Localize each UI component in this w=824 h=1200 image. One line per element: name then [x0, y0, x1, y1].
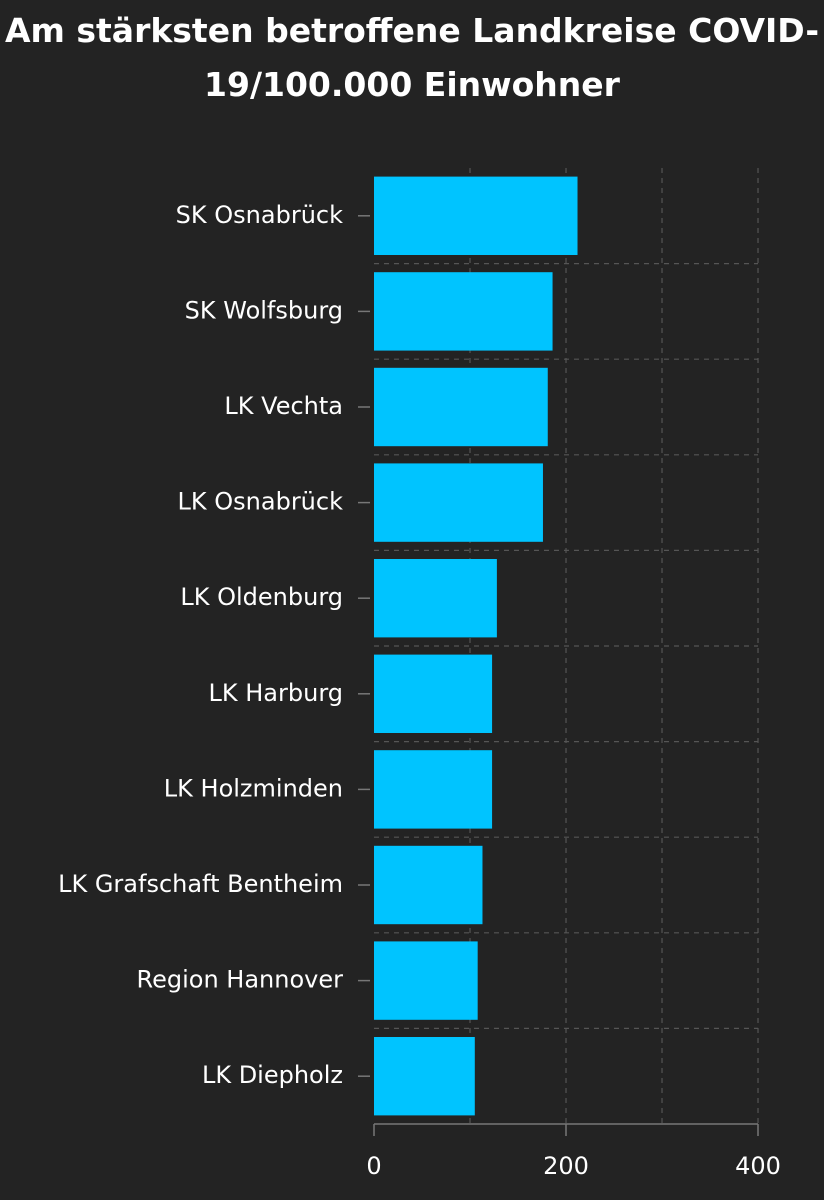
- bar: [374, 463, 543, 542]
- category-label: LK Grafschaft Bentheim: [58, 870, 343, 898]
- bar: [374, 1037, 475, 1116]
- category-label: SK Wolfsburg: [185, 296, 343, 324]
- bar: [374, 750, 493, 829]
- bar: [374, 559, 497, 638]
- bar: [374, 176, 578, 255]
- x-tick-label: 400: [735, 1152, 781, 1180]
- category-label: Region Hannover: [137, 966, 344, 994]
- chart-title: Am stärksten betroffene Landkreise COVID…: [4, 11, 820, 104]
- bar: [374, 272, 553, 351]
- category-label: LK Diepholz: [202, 1061, 343, 1089]
- grid-lines: [374, 168, 759, 1124]
- category-label: LK Osnabrück: [178, 488, 344, 516]
- category-label: LK Vechta: [224, 392, 343, 420]
- category-label: LK Holzminden: [164, 774, 343, 802]
- x-tick-label: 0: [366, 1152, 381, 1180]
- bar: [374, 845, 483, 925]
- bars: [374, 176, 578, 1116]
- axes: [358, 215, 759, 1136]
- bar: [374, 654, 493, 733]
- category-label: SK Osnabrück: [176, 201, 343, 229]
- bar: [374, 367, 548, 447]
- x-tick-label: 200: [543, 1152, 589, 1180]
- category-labels: SK Osnabrück SK Wolfsburg LK Vechta LK Osna…: [58, 201, 343, 1089]
- bar: [374, 941, 478, 1020]
- category-label: LK Oldenburg: [180, 583, 343, 611]
- x-tick-labels: 0 200 400: [366, 1152, 781, 1180]
- category-label: LK Harburg: [209, 679, 343, 707]
